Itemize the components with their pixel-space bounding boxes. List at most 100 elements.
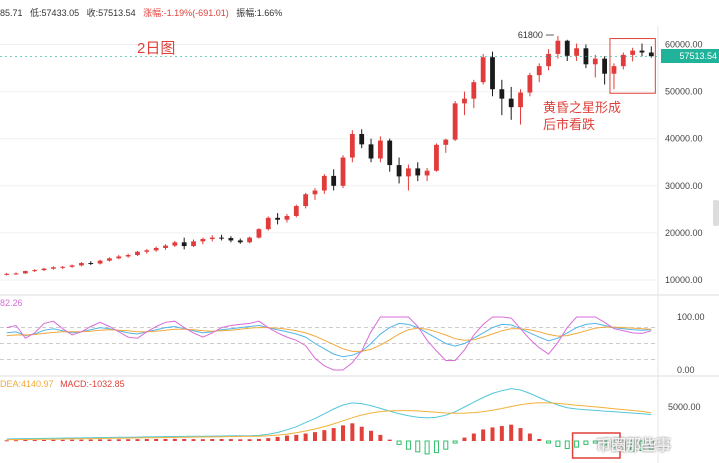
candle-body: [79, 263, 84, 266]
macd-hist-bar: [135, 439, 140, 441]
macd-hist-bar: [415, 440, 421, 453]
price-tick-label: 40000.00: [665, 134, 703, 144]
macd-hist-bar: [42, 439, 47, 441]
candle-body: [256, 229, 262, 238]
macd-hist-bar: [359, 426, 364, 441]
macd-hist-bar: [116, 439, 121, 441]
macd-hist-bar: [433, 440, 439, 454]
macd-hist-bar: [564, 440, 570, 449]
candle-body: [527, 75, 533, 93]
macd-hist-bar: [527, 433, 532, 441]
candle-body: [321, 175, 327, 191]
candle-body: [32, 270, 38, 272]
candle-body: [555, 40, 561, 54]
candle-body: [536, 66, 542, 76]
candle-body: [648, 52, 654, 57]
evening-star-highlight: [609, 38, 656, 94]
candle-body: [564, 40, 570, 56]
macd-hist-bar: [219, 438, 224, 441]
pattern-annotation: 黄昏之星形成 后市看跌: [543, 100, 622, 132]
macd-hist-bar: [126, 439, 131, 441]
open-value: 85.71: [0, 8, 23, 18]
scrollbar-handle[interactable]: [713, 200, 719, 226]
macd-hist-bar: [191, 439, 196, 441]
candle-body: [265, 217, 271, 230]
macd-hist-bar: [350, 423, 355, 441]
candle-body: [219, 237, 224, 239]
candle-body: [4, 273, 10, 275]
candle-body: [368, 144, 374, 159]
candle-body: [209, 237, 215, 240]
macd-hist-bar: [378, 434, 383, 441]
macd-label: DEA:4140.97 MACD:-1032.85: [0, 379, 125, 389]
candle-body: [349, 133, 355, 158]
candle-body: [163, 245, 168, 248]
candle-body: [611, 66, 617, 74]
candle-body: [518, 92, 523, 108]
candle-body: [22, 271, 28, 274]
candle-body: [630, 50, 636, 55]
candle-body: [125, 255, 131, 257]
macd-hist-bar: [228, 439, 233, 441]
candle-body: [144, 250, 150, 252]
macd-hist-bar: [200, 439, 205, 441]
macd-hist-bar: [163, 438, 168, 441]
candle-body: [592, 58, 598, 65]
candle-body: [471, 82, 477, 99]
candle-body: [116, 256, 122, 259]
candle-body: [443, 139, 449, 145]
kdj-j-line: [6, 316, 652, 371]
macd-hist-bar: [303, 433, 308, 441]
candle-body: [50, 267, 56, 269]
kdj-d-line: [6, 326, 652, 352]
candle-body: [41, 268, 47, 271]
macd-hist-bar: [537, 438, 542, 441]
price-tick-label: 30000.00: [665, 181, 703, 191]
macd-hist-bar: [471, 433, 476, 441]
candle-body: [135, 251, 140, 256]
macd-hist-bar: [592, 440, 598, 444]
macd-hist-bar: [499, 426, 504, 441]
low-value: 低:57433.05: [30, 8, 80, 18]
candle-body: [462, 98, 467, 104]
macd-hist-bar: [294, 434, 299, 441]
macd-hist-bar: [60, 439, 65, 441]
macd-hist-bar: [490, 427, 495, 441]
macd-hist-bar: [312, 432, 317, 441]
macd-hist-bar: [369, 430, 374, 441]
macd-highlight: [571, 432, 621, 459]
candle-body: [508, 98, 514, 108]
macd-hist-bar: [405, 440, 411, 450]
candle-body: [546, 53, 551, 67]
macd-tick-label: 5000.00: [668, 402, 701, 412]
macd-hist-bar: [462, 437, 467, 441]
candle-body: [639, 50, 645, 53]
macd-hist-bar: [452, 440, 458, 444]
kdj-tick-label: 100.00: [677, 312, 705, 322]
watermark: 币圈那些事: [596, 437, 672, 454]
macd-hist-bar: [555, 440, 561, 447]
close-value: 收:57513.54: [86, 8, 136, 18]
price-tick-label: 20000.00: [665, 228, 703, 238]
macd-hist-bar: [14, 440, 19, 442]
candle-body: [312, 190, 318, 195]
macd-hist-bar: [611, 440, 617, 448]
macd-hist-bar: [387, 439, 392, 441]
macd-hist-bar: [238, 439, 243, 441]
timeframe-label: 2日图: [137, 40, 176, 57]
candle-body: [181, 242, 187, 247]
macd-hist-bar: [256, 438, 261, 441]
candle-body: [284, 215, 290, 220]
macd-hist-bar: [639, 440, 645, 452]
macd-hist-bar: [247, 439, 252, 441]
macd-hist-bar: [154, 438, 159, 441]
macd-hist-bar: [443, 440, 449, 450]
macd-hist-bar: [546, 440, 552, 444]
macd-hist-bar: [322, 430, 327, 441]
macd-dea-line: [6, 402, 652, 441]
macd-hist-bar: [51, 439, 56, 441]
candle-body: [340, 157, 346, 186]
ohlc-header: 85.71 低:57433.05 收:57513.54 涨幅:-1.19%(-6…: [0, 0, 719, 26]
candle-body: [415, 168, 421, 176]
